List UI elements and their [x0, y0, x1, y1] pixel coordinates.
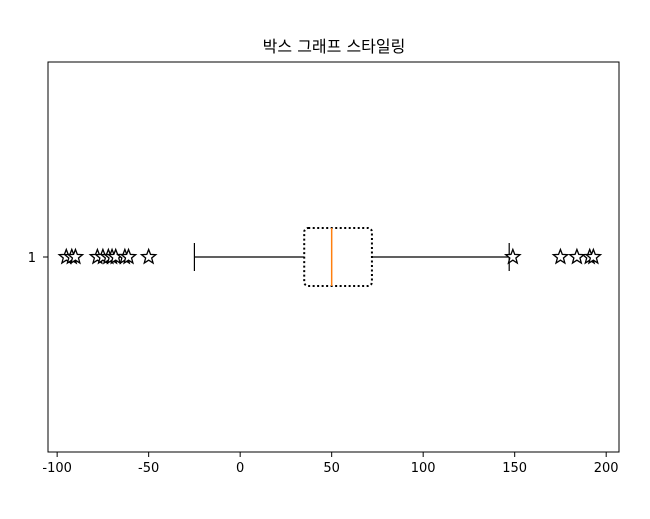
chart-title: 박스 그래프 스타일링 — [263, 37, 406, 56]
outlier-star-marker — [503, 247, 522, 265]
x-tick-label: 100 — [411, 461, 436, 476]
y-axis: 1 — [28, 251, 48, 266]
box-group — [57, 227, 603, 287]
x-tick-label: 150 — [502, 461, 527, 476]
iqr-box — [303, 227, 373, 287]
outlier-star-marker — [119, 247, 138, 265]
x-tick-label: -50 — [138, 461, 159, 476]
x-tick-label: 0 — [236, 461, 244, 476]
x-tick-label: 50 — [323, 461, 340, 476]
outlier-star-marker — [139, 247, 158, 265]
outlier-star-marker — [551, 247, 570, 265]
y-tick-label: 1 — [28, 251, 36, 266]
outlier-star-marker — [584, 247, 603, 265]
x-axis: -100 -50 0 50 100 150 200 — [42, 452, 619, 476]
box-series — [57, 227, 603, 287]
outlier-star-marker — [66, 247, 85, 265]
outlier-star-marker — [568, 247, 586, 265]
x-tick-label: -100 — [42, 461, 72, 476]
x-tick-label: 200 — [594, 461, 619, 476]
